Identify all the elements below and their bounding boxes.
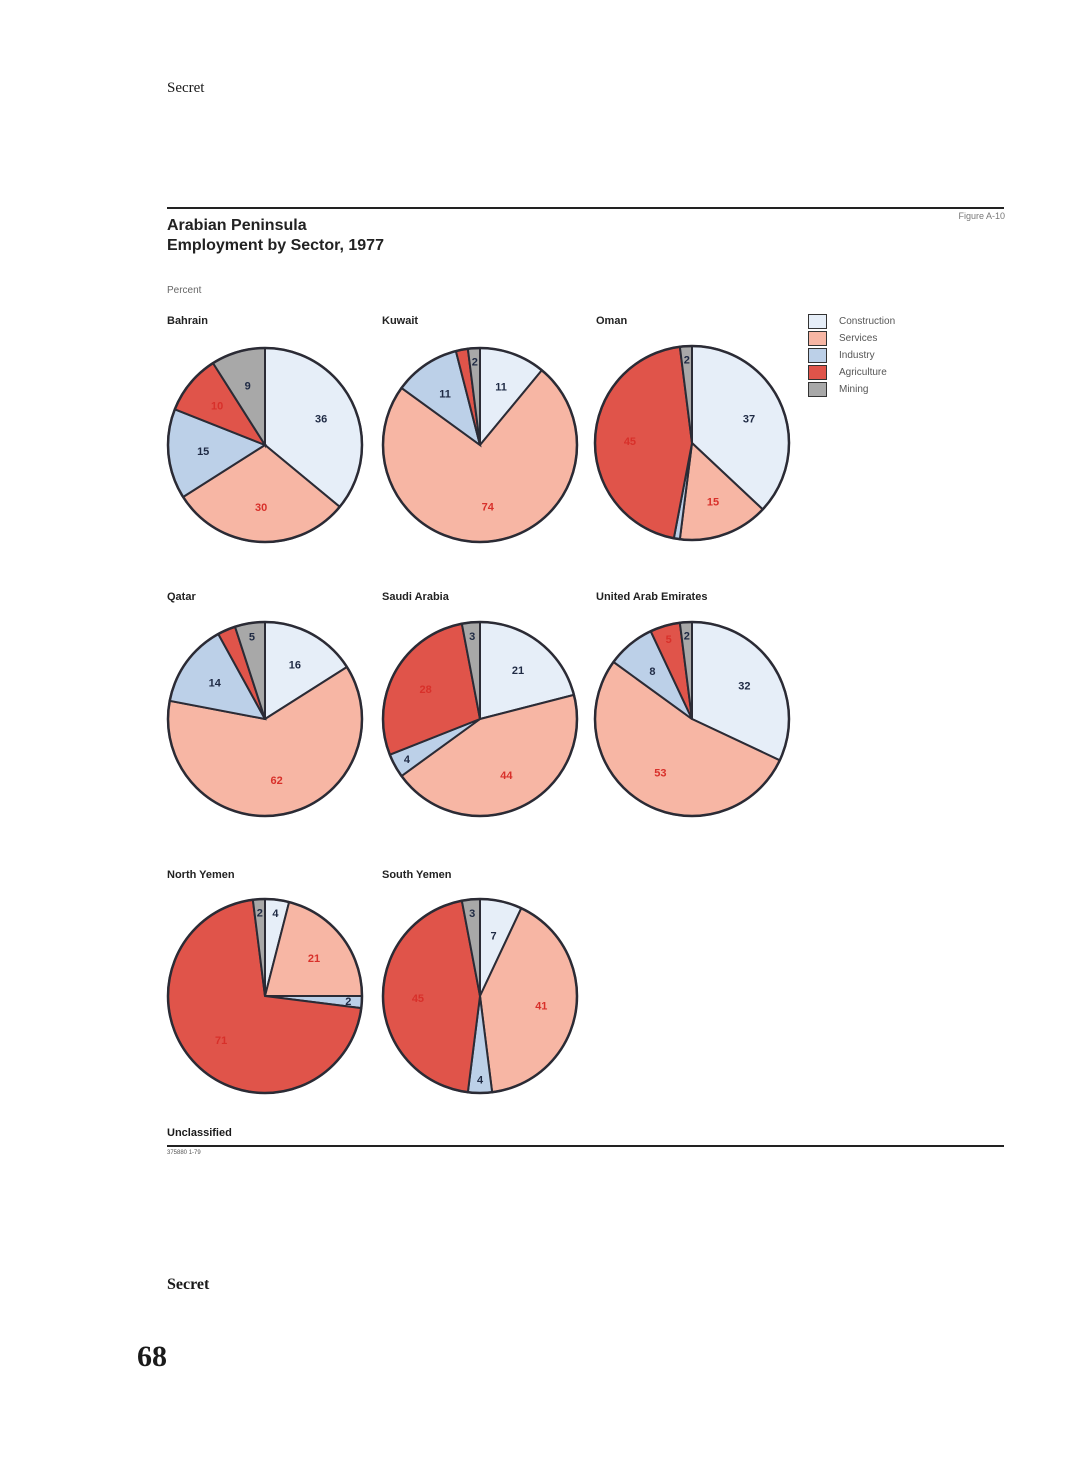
legend-swatch <box>808 365 827 380</box>
pie-label-bahrain-construction: 36 <box>315 414 327 426</box>
pie-label-south-yemen-construction: 7 <box>490 930 496 942</box>
legend-label: Mining <box>839 384 869 395</box>
pie-label-kuwait-mining: 2 <box>472 357 478 369</box>
pie-label-south-yemen-agriculture: 45 <box>412 993 424 1005</box>
pie-label-south-yemen-mining: 3 <box>469 908 475 920</box>
pie-outline-united-arab-emirates <box>593 620 791 818</box>
pie-chart-oman: 37 15 45 2 <box>593 344 791 542</box>
pie-label-oman-services: 15 <box>707 496 719 508</box>
pie-outline-kuwait <box>381 346 579 544</box>
legend-swatch <box>808 331 827 346</box>
chart-title-bahrain: Bahrain <box>167 315 208 327</box>
footer-classification: Unclassified <box>167 1127 232 1139</box>
pie-label-kuwait-services: 74 <box>482 502 495 514</box>
pie-chart-kuwait: 11 74 11 2 <box>381 346 579 544</box>
figure-title-line2: Employment by Sector, 1977 <box>167 237 384 254</box>
pie-chart-north-yemen: 4 21 2 71 2 <box>166 897 364 1095</box>
pie-label-north-yemen-industry: 2 <box>345 996 351 1008</box>
footer-code: 375880 1-79 <box>167 1150 201 1156</box>
pie-label-saudi-arabia-mining: 3 <box>469 631 475 643</box>
pie-label-qatar-mining: 5 <box>249 632 255 644</box>
pie-label-oman-agriculture: 45 <box>624 436 636 448</box>
pie-chart-uae: 32 53 8 5 2 <box>593 620 791 818</box>
pie-label-north-yemen-construction: 4 <box>272 908 279 920</box>
pie-label-united-arab-emirates-agriculture: 5 <box>666 634 672 646</box>
figure-title-line1: Arabian Peninsula <box>167 217 307 234</box>
pie-outline-qatar <box>166 620 364 818</box>
legend-swatch <box>808 382 827 397</box>
pie-label-oman-mining: 2 <box>684 355 690 367</box>
chart-title-qatar: Qatar <box>167 591 196 603</box>
top-rule <box>167 207 1004 209</box>
pie-label-kuwait-construction: 11 <box>495 382 507 394</box>
figure-title: Arabian Peninsula Employment by Sector, … <box>167 216 384 256</box>
page-number: 68 <box>137 1340 167 1373</box>
header-classification: Secret <box>167 80 205 96</box>
chart-title-saudi-arabia: Saudi Arabia <box>382 591 449 603</box>
pie-label-bahrain-mining: 9 <box>245 380 251 392</box>
pie-label-saudi-arabia-services: 44 <box>500 770 513 782</box>
pie-label-north-yemen-mining: 2 <box>257 908 263 920</box>
pie-label-qatar-industry: 14 <box>209 678 222 690</box>
pie-outline-saudi-arabia <box>381 620 579 818</box>
chart-title-north-yemen: North Yemen <box>167 869 235 881</box>
pie-outline-north-yemen <box>166 897 364 1095</box>
pie-label-bahrain-agriculture: 10 <box>211 400 223 412</box>
pie-label-south-yemen-services: 41 <box>535 1001 547 1013</box>
pie-label-south-yemen-industry: 4 <box>477 1074 484 1086</box>
unit-label: Percent <box>167 285 202 296</box>
legend-item-mining: Mining <box>808 381 895 398</box>
pie-outline-oman <box>593 344 791 542</box>
pie-slice-south-yemen-agriculture <box>382 899 482 1094</box>
pie-label-qatar-construction: 16 <box>289 660 301 672</box>
pie-chart-qatar: 16 62 14 5 <box>166 620 364 818</box>
pie-label-saudi-arabia-industry: 4 <box>404 754 411 766</box>
legend-item-services: Services <box>808 330 895 347</box>
chart-title-south-yemen: South Yemen <box>382 869 452 881</box>
pie-chart-bahrain: 36 30 15 10 9 <box>166 346 364 544</box>
legend-swatch <box>808 314 827 329</box>
pie-outline-bahrain <box>166 346 364 544</box>
legend-item-industry: Industry <box>808 347 895 364</box>
pie-label-bahrain-industry: 15 <box>197 446 209 458</box>
pie-label-oman-construction: 37 <box>743 413 755 425</box>
chart-title-kuwait: Kuwait <box>382 315 419 327</box>
pie-chart-south-yemen: 7 41 4 45 3 <box>381 897 579 1095</box>
legend-label: Industry <box>839 350 875 361</box>
chart-title-oman: Oman <box>596 315 628 327</box>
pie-label-saudi-arabia-construction: 21 <box>512 665 524 677</box>
legend-label: Agriculture <box>839 367 887 378</box>
bottom-classification: Secret <box>167 1276 210 1293</box>
pie-label-united-arab-emirates-services: 53 <box>654 767 666 779</box>
pie-label-saudi-arabia-agriculture: 28 <box>419 684 431 696</box>
pie-label-qatar-services: 62 <box>271 775 283 787</box>
pie-label-united-arab-emirates-mining: 2 <box>684 631 690 643</box>
legend: Construction Services Industry Agricultu… <box>808 313 895 398</box>
legend-item-construction: Construction <box>808 313 895 330</box>
legend-swatch <box>808 348 827 363</box>
pie-outline-south-yemen <box>381 897 579 1095</box>
chart-title-uae: United Arab Emirates <box>596 591 708 603</box>
figure-label: Figure A-10 <box>958 211 1005 221</box>
pie-label-united-arab-emirates-construction: 32 <box>738 681 750 693</box>
bottom-rule <box>167 1145 1004 1147</box>
pie-label-united-arab-emirates-industry: 8 <box>649 666 655 678</box>
legend-item-agriculture: Agriculture <box>808 364 895 381</box>
pie-label-north-yemen-services: 21 <box>308 953 320 965</box>
pie-slice-oman-agriculture <box>594 345 694 540</box>
pie-label-north-yemen-agriculture: 71 <box>215 1035 227 1047</box>
legend-label: Construction <box>839 316 896 327</box>
pie-label-bahrain-services: 30 <box>255 502 267 514</box>
legend-label: Services <box>839 333 878 344</box>
pie-label-kuwait-industry: 11 <box>439 389 451 401</box>
